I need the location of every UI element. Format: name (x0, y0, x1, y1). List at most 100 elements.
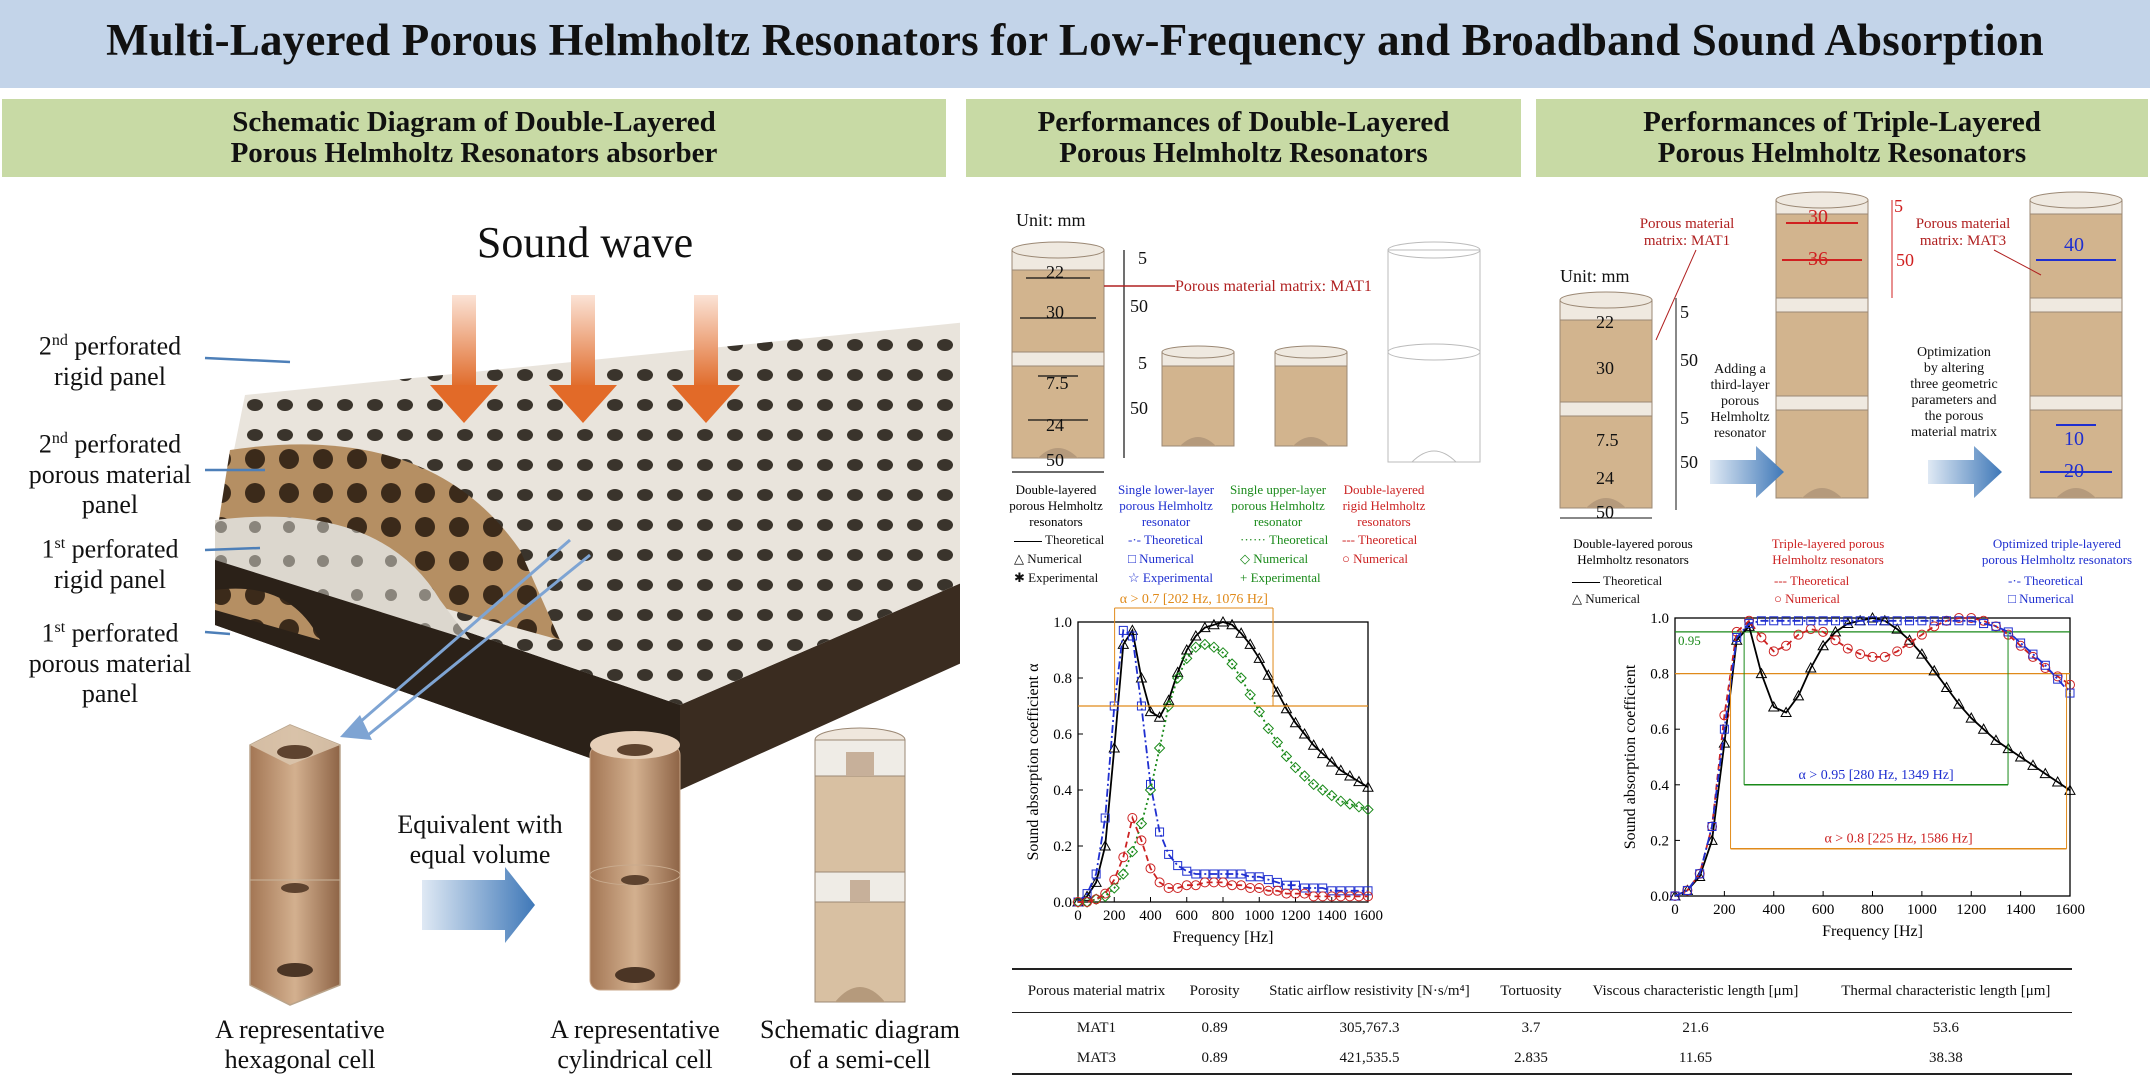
y-tick-label: 0.6 (1053, 727, 1072, 743)
series-marker (1990, 734, 2002, 745)
series-marker (1108, 882, 1120, 894)
series-marker (1245, 872, 1255, 882)
dim-label: 36 (1808, 248, 1828, 270)
x-axis-label: Frequency [Hz] (1822, 923, 1923, 940)
dim-label: 50 (1046, 450, 1064, 470)
series-marker (1843, 616, 1853, 626)
series-marker (1171, 666, 1184, 677)
series-marker (1135, 671, 1148, 683)
x-tick-label: 1400 (2006, 902, 2036, 918)
series-marker (1841, 617, 1854, 629)
series-marker (1706, 834, 1718, 845)
triple-right-resonator (2029, 191, 2123, 499)
cylindrical-cell (589, 731, 681, 991)
single-upper-resonator (1274, 345, 1348, 447)
matrix-label: Porous material matrix: MAT1 (1175, 278, 1372, 295)
dim-label: 5 (1680, 302, 1689, 322)
series-marker (1335, 795, 1347, 807)
legend-item: □ Numerical (1128, 551, 1194, 566)
y-tick-label: 1.0 (1053, 615, 1072, 631)
table-cell: MAT1 (1076, 1019, 1117, 1036)
table-cell: 421,535.5 (1339, 1049, 1400, 1066)
triple-absorption-chart: 0 200 400 600 800 1000 1200 1400 1600 0.0 0.2 0.4 0.… (1622, 611, 2085, 940)
series-marker (1942, 616, 1952, 626)
series-marker (1891, 623, 1904, 634)
threshold-label: 0.95 (1678, 633, 1701, 648)
series-marker (1767, 700, 1780, 712)
series-marker (1145, 863, 1156, 874)
series-marker (1173, 861, 1183, 871)
series-marker (1781, 616, 1791, 626)
series-marker (1171, 672, 1184, 684)
series-marker (1181, 652, 1193, 665)
series-marker (1966, 616, 1976, 626)
table-cell: 21.6 (1682, 1019, 1709, 1036)
series-marker (1916, 629, 1927, 640)
table-header-row: Porous material matrix Porosity Static a… (1012, 969, 2072, 1013)
series-marker (1199, 638, 1211, 651)
series-marker (1280, 750, 1293, 763)
dim-label: 50 (1130, 296, 1148, 316)
x-tick-label: 800 (1861, 902, 1884, 918)
series-marker (1880, 616, 1890, 626)
double-resonator-diagrams (1011, 241, 1481, 473)
x-tick-label: 0 (1671, 902, 1679, 918)
series-marker (1768, 646, 1779, 657)
series-marker (1965, 712, 1978, 723)
series-marker (1879, 651, 1890, 662)
dim-label: 50 (1896, 250, 1914, 270)
legend-item: Theoretical (1572, 572, 1712, 590)
y-tick-label: 1.0 (1650, 611, 1669, 627)
legend-item: + Experimental (1240, 570, 1321, 585)
series-marker (1362, 781, 1374, 792)
series-marker (1354, 886, 1364, 896)
series-marker (1344, 798, 1356, 810)
series-marker (2064, 784, 2076, 795)
series-marker (1254, 883, 1265, 893)
x-tick-label: 200 (1713, 902, 1736, 918)
dim-label: 5 (1680, 408, 1689, 428)
series-marker (1298, 727, 1311, 739)
series-marker (1253, 705, 1265, 718)
series-marker (1755, 667, 1768, 679)
table-cell: 11.65 (1678, 1049, 1713, 1066)
layer-label-1st-porous: 1st perforated porous material panel (28, 618, 192, 708)
series-marker (1208, 618, 1220, 630)
series-marker (1307, 778, 1320, 791)
series-marker (1153, 711, 1166, 722)
series-marker (1126, 624, 1139, 635)
layer-label-1st-rigid: 1st perforated rigid panel (41, 534, 179, 594)
series-marker (1769, 616, 1779, 626)
dim-label: 7.5 (1596, 430, 1619, 450)
x-tick-label: 1600 (2055, 902, 2085, 918)
series-marker (2027, 759, 2039, 770)
series-line (1077, 621, 1369, 903)
double-absorption-chart: 0 200 400 600 800 1000 1200 1400 1600 0.0 0.2 0.4 0.… (1025, 592, 1383, 946)
series-marker (1118, 852, 1129, 863)
table-row: MAT3 0.89 421,535.5 2.835 11.65 38.38 (1012, 1043, 2072, 1074)
series-marker (1325, 755, 1338, 767)
series-marker (1670, 891, 1680, 901)
legend-group: Double-layered rigid Helmholtz resonators (1342, 482, 1426, 529)
legend-item: △ Numerical (1014, 551, 1083, 566)
single-lower-resonator (1161, 345, 1235, 447)
legend-item: ‑·‑ Theoretical (1128, 532, 1204, 547)
series-marker (1164, 849, 1174, 859)
absorber-schematic (204, 295, 960, 1006)
series-marker (2040, 660, 2050, 670)
y-axis-label: Sound absorption coefficient α (1025, 663, 1042, 861)
leader-lines (204, 356, 291, 636)
series-marker (1235, 627, 1247, 638)
series-marker (1271, 685, 1284, 697)
dim-label: 50 (1680, 452, 1698, 472)
dim-label: 30 (1808, 206, 1828, 228)
double-resonator-section (1011, 241, 1105, 459)
table-cell: 0.89 (1201, 1019, 1228, 1036)
series-marker (1154, 877, 1165, 888)
double-legend: Double-layered porous Helmholtz resonators… (1004, 482, 1425, 585)
y-tick-label: 0.4 (1650, 778, 1669, 794)
section-title-line: Porous Helmholtz Resonators (1657, 137, 2027, 169)
dim-label: 5 (1138, 353, 1147, 373)
table-header-cell: Static airflow resistivity [N·s/m⁴] (1269, 982, 1470, 999)
legend-item: ‑·‑ Theoretical (2008, 573, 2084, 588)
